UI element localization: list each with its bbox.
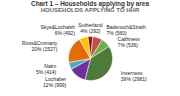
svg-text:Lochaber12% (999): Lochaber12% (999) bbox=[43, 76, 66, 88]
html-text:Chart 1 – Households applying: Chart 1 – Households applying by area bbox=[31, 0, 149, 7]
svg-text:Ross&Cromarty20% (1527): Ross&Cromarty20% (1527) bbox=[22, 40, 58, 52]
svg-text:Skye&Lochalsh6% (492): Skye&Lochalsh6% (492) bbox=[41, 24, 76, 36]
svg-text:Sutherland4% (292): Sutherland4% (292) bbox=[78, 22, 102, 34]
svg-text:Badenoch&Strath7% (560): Badenoch&Strath7% (560) bbox=[106, 24, 145, 36]
svg-text:Nairn5% (414): Nairn5% (414) bbox=[36, 63, 57, 75]
html-text:HOUSEHOLDS APPLYING TO HHR: HOUSEHOLDS APPLYING TO HHR bbox=[40, 7, 140, 13]
svg-text:Caithness7% (536): Caithness7% (536) bbox=[118, 36, 141, 48]
svg-text:Inverness39% (2981): Inverness39% (2981) bbox=[121, 70, 147, 82]
